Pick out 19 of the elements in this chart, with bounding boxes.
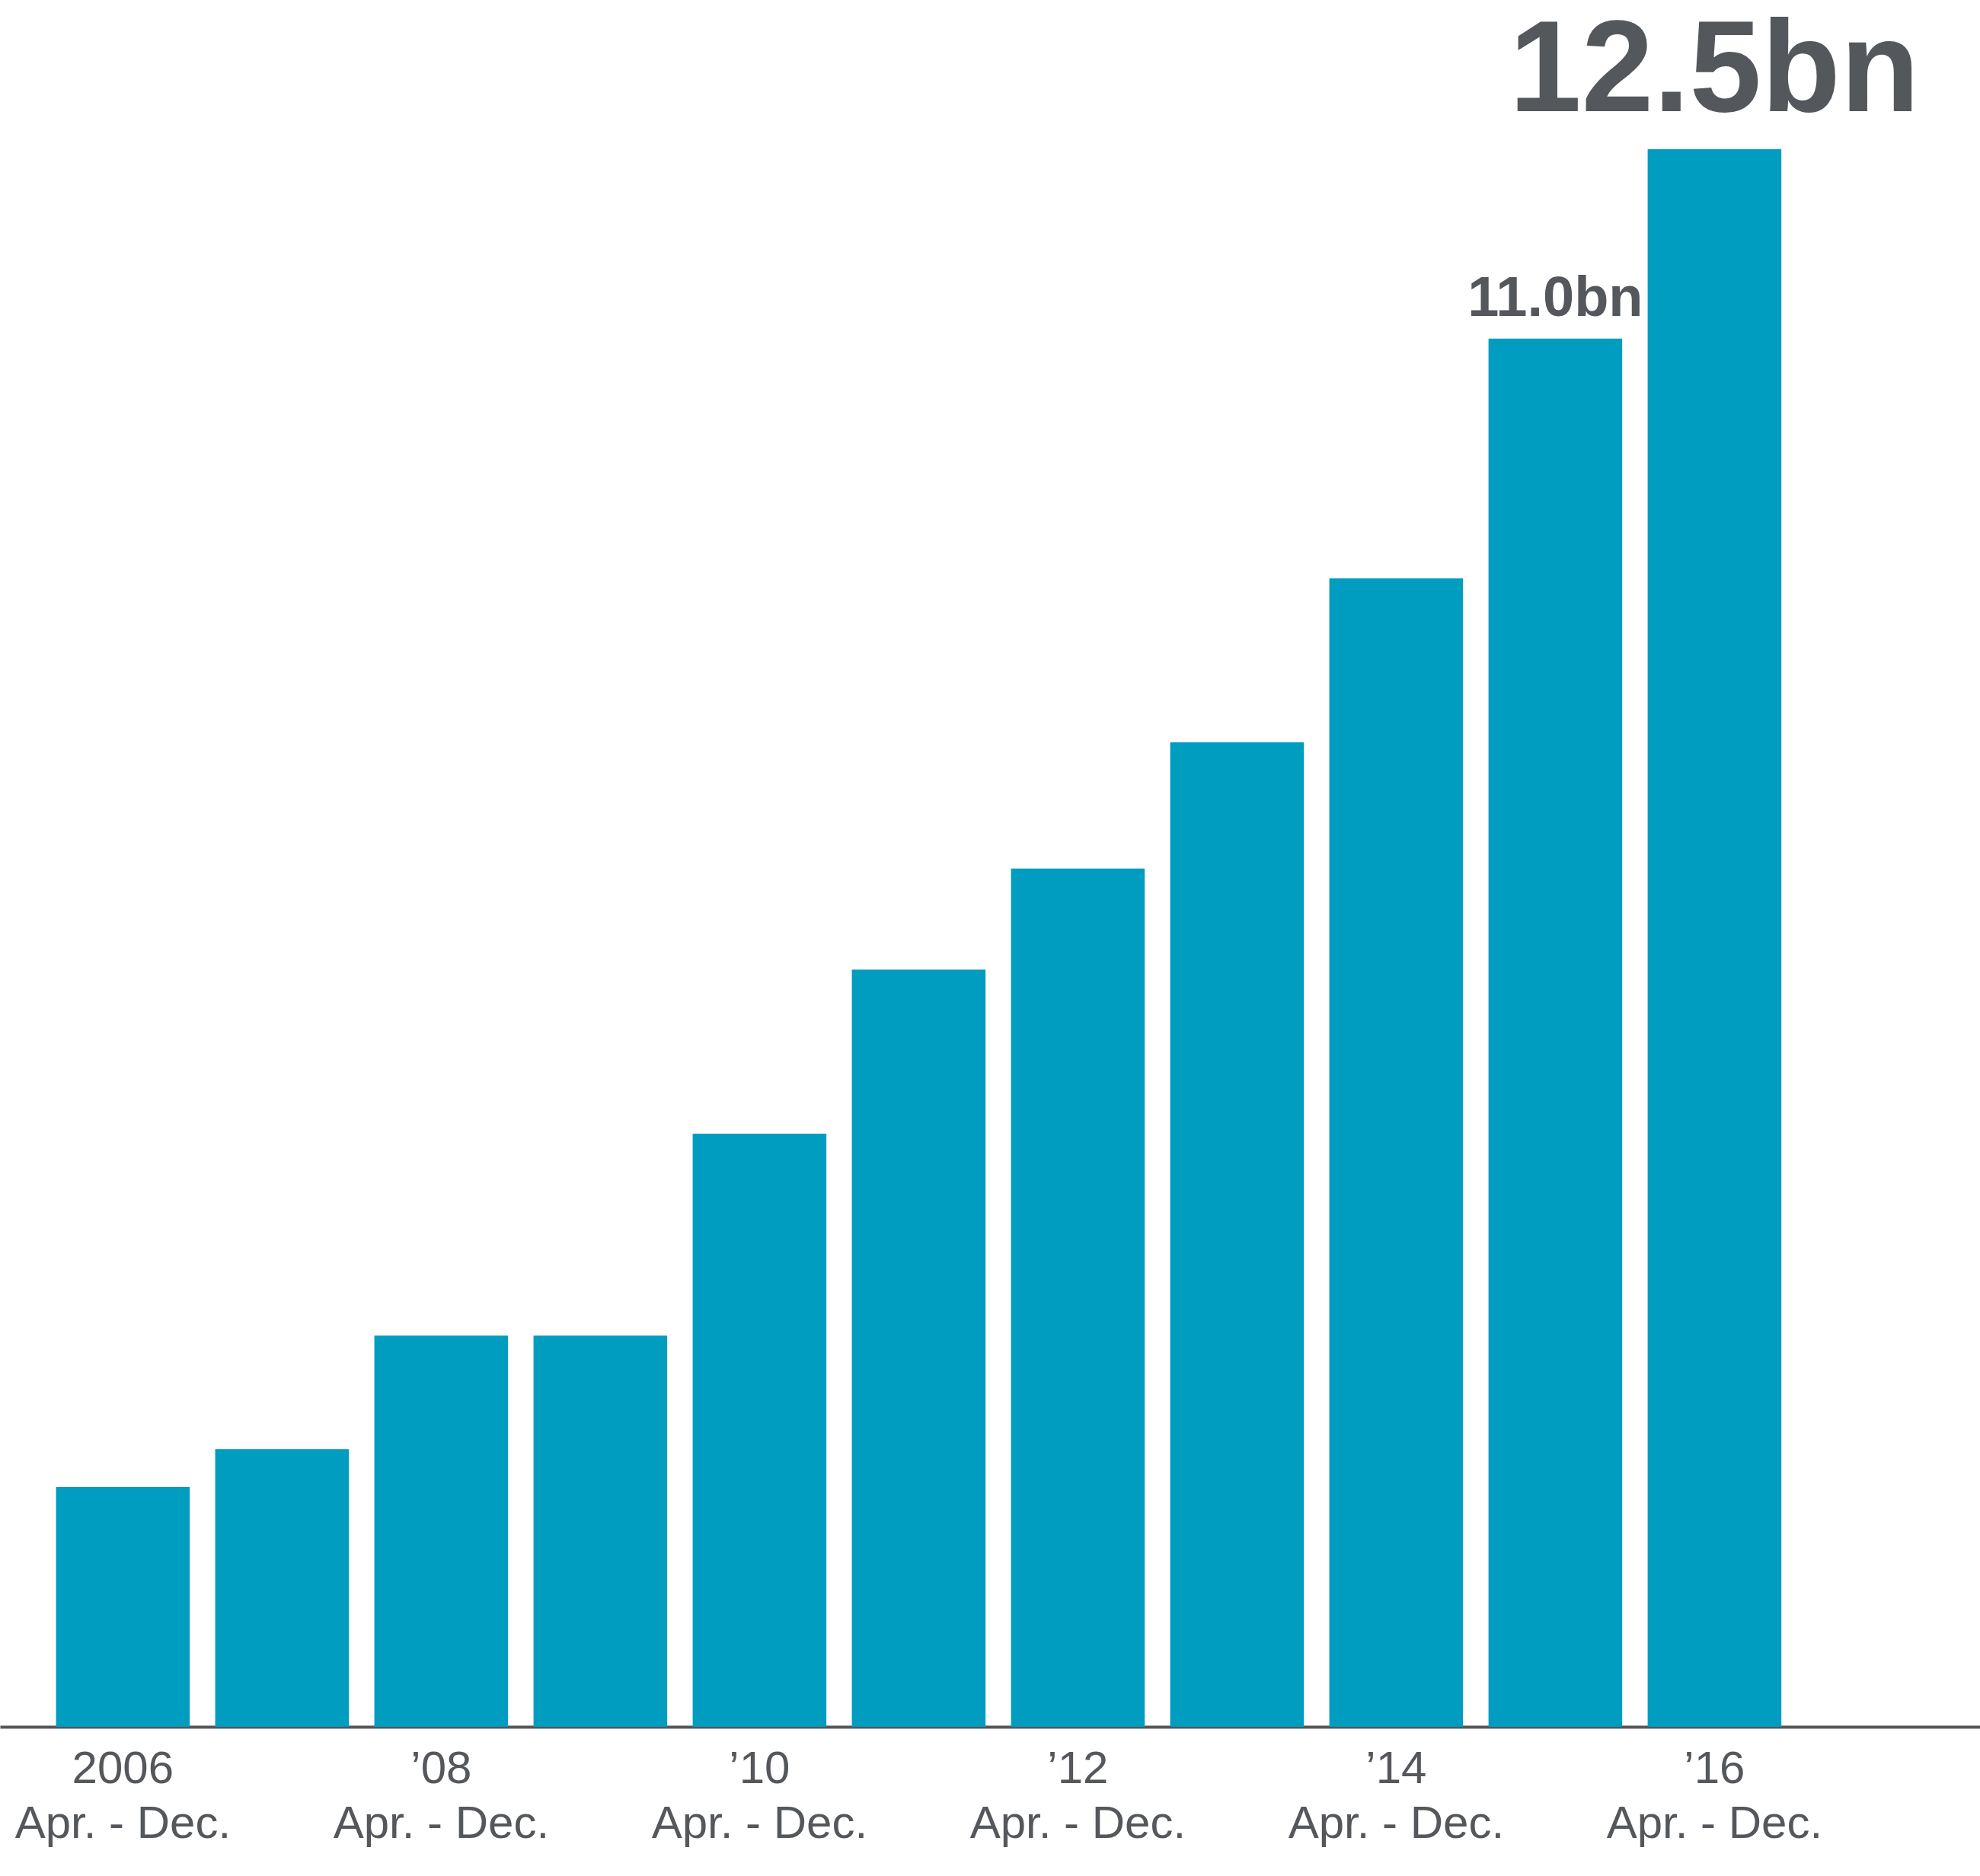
x-tick-label: ’08 Apr. - Dec. [333,1741,550,1848]
bar [215,1449,350,1727]
bar [56,1487,190,1727]
bar [1329,578,1464,1727]
bar [1011,868,1145,1727]
x-tick-label: 2006 Apr. - Dec. [14,1741,232,1848]
x-tick-label: ’10 Apr. - Dec. [651,1741,868,1848]
x-tick-label: ’16 Apr. - Dec. [1606,1741,1823,1848]
x-tick-label: ’12 Apr. - Dec. [969,1741,1186,1848]
bar [851,969,986,1727]
data-label: 11.0bn [1467,264,1643,328]
bar [692,1133,827,1727]
bar [533,1335,668,1727]
bar [374,1335,509,1727]
bar [1488,338,1623,1727]
bar [1170,742,1305,1727]
bar [1647,149,1782,1727]
data-label: 12.5bn [1509,0,1920,139]
x-tick-label: ’14 Apr. - Dec. [1288,1741,1505,1848]
